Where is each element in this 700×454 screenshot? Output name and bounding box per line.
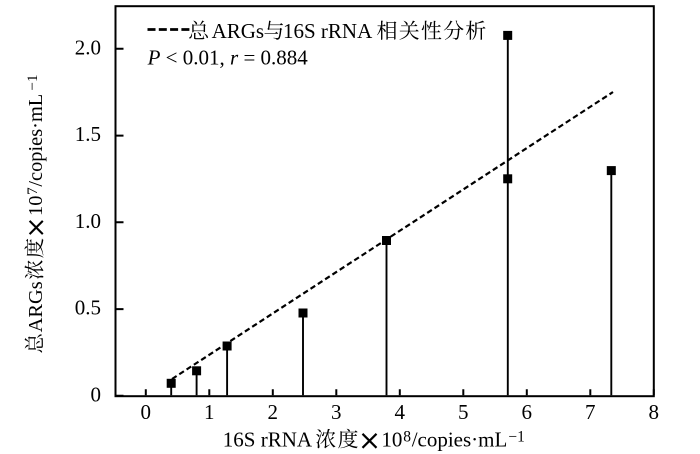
svg-text:/copies·mL: /copies·mL <box>412 428 508 452</box>
svg-text:1.0: 1.0 <box>75 209 101 233</box>
svg-text:5: 5 <box>458 400 469 424</box>
svg-text:r: r <box>230 46 239 70</box>
svg-text:8: 8 <box>403 429 411 446</box>
svg-text:16S rRNA: 16S rRNA <box>283 19 373 43</box>
svg-text:P: P <box>147 46 161 70</box>
svg-text:ARGs: ARGs <box>25 281 47 332</box>
svg-text:0.5: 0.5 <box>75 296 101 320</box>
svg-text:0: 0 <box>141 400 152 424</box>
svg-text:−1: −1 <box>25 75 41 91</box>
svg-text:4: 4 <box>395 400 406 424</box>
svg-text:/copies·mL: /copies·mL <box>25 94 47 187</box>
svg-text:−1: −1 <box>508 429 525 446</box>
svg-text:= 0.884: = 0.884 <box>238 46 308 70</box>
svg-text:3: 3 <box>331 400 342 424</box>
svg-text:0: 0 <box>91 382 102 406</box>
svg-text:< 0.01,: < 0.01, <box>160 46 230 70</box>
svg-text:6: 6 <box>522 400 533 424</box>
svg-text:10: 10 <box>381 428 402 452</box>
svg-text:7: 7 <box>585 400 596 424</box>
svg-text:1: 1 <box>204 400 215 424</box>
svg-text:1.5: 1.5 <box>75 122 101 146</box>
svg-text:ARGs: ARGs <box>212 19 265 43</box>
svg-text:2: 2 <box>268 400 279 424</box>
svg-text:2.0: 2.0 <box>75 35 101 59</box>
svg-text:7: 7 <box>25 187 41 195</box>
svg-text:8: 8 <box>649 400 660 424</box>
svg-text:16S rRNA: 16S rRNA <box>223 428 313 452</box>
svg-text:10: 10 <box>25 196 47 216</box>
